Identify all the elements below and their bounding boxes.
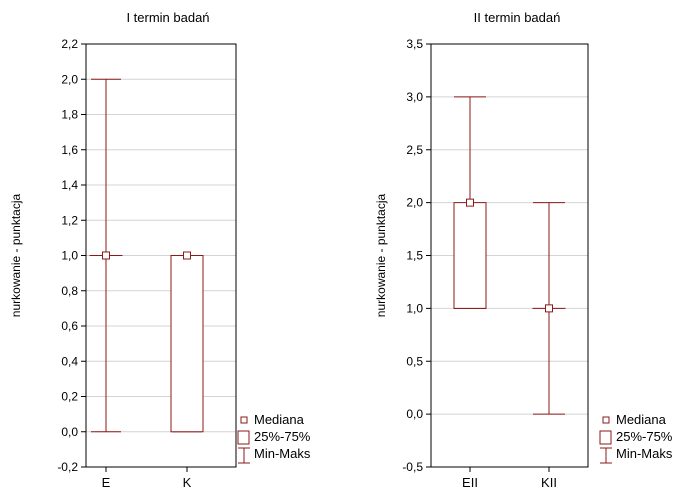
legend-median-symbol xyxy=(602,416,610,424)
y-tick-label: 0,4 xyxy=(61,354,78,368)
median-marker xyxy=(183,251,191,260)
y-tick-label: 0,0 xyxy=(406,407,423,421)
legend-box-label: 25%-75% xyxy=(254,429,311,444)
y-axis-label: nurkowanie - punktacja xyxy=(374,193,388,317)
legend-box-symbol xyxy=(237,430,250,445)
median-marker xyxy=(545,304,553,313)
legend-median-label: Mediana xyxy=(254,412,305,427)
y-tick-label: 1,0 xyxy=(61,249,78,263)
y-tick-label: 3,5 xyxy=(406,37,423,51)
y-tick-label: 0,0 xyxy=(61,425,78,439)
y-tick-label: 1,0 xyxy=(406,301,423,315)
x-tick-label: KII xyxy=(541,475,557,489)
y-tick-label: 1,6 xyxy=(61,143,78,157)
y-tick-label: 1,8 xyxy=(61,108,78,122)
legend: Mediana 25%-75% Min-Maks xyxy=(599,412,673,464)
y-tick-label: -0,2 xyxy=(57,460,78,474)
legend-box-label: 25%-75% xyxy=(616,429,673,444)
y-axis: -0,5 0,0 0,5 1,0 1,5 2,0 2,5 3,0 3,5 xyxy=(402,37,431,474)
y-tick-label: 2,5 xyxy=(406,143,423,157)
chart-title: II termin badań xyxy=(474,10,561,25)
y-axis: -0,2 0,0 0,2 0,4 0,6 0,8 1,0 1,2 1,4 1,6 1,8 2,0 2,2 xyxy=(57,37,86,474)
y-tick-label: 0,6 xyxy=(61,319,78,333)
x-tick-label: EII xyxy=(462,475,478,489)
legend-minmax-label: Min-Maks xyxy=(616,446,673,461)
y-tick-label: 2,0 xyxy=(406,196,423,210)
y-tick-label: 1,5 xyxy=(406,249,423,263)
box-E: E xyxy=(89,78,123,489)
iqr-box xyxy=(453,202,487,309)
iqr-box xyxy=(170,255,204,433)
x-tick-label: E xyxy=(102,475,111,489)
y-tick-label: 1,4 xyxy=(61,178,78,192)
x-tick-label: K xyxy=(183,475,192,489)
chart-title: I termin badań xyxy=(126,10,209,25)
y-axis-label: nurkowanie - punktacja xyxy=(9,193,23,317)
chart-panel-1: I termin badań -0,2 0,0 0,2 0,4 0,6 0,8 1,0 1,2 1… xyxy=(9,10,311,489)
box-EII: EII xyxy=(453,96,487,489)
y-tick-label: 0,2 xyxy=(61,390,78,404)
box-KII: KII xyxy=(532,202,566,489)
y-tick-label: 2,0 xyxy=(61,72,78,86)
legend-box-symbol xyxy=(599,430,612,445)
legend-median-label: Mediana xyxy=(616,412,667,427)
y-tick-label: 2,2 xyxy=(61,37,78,51)
y-tick-label: 1,2 xyxy=(61,213,78,227)
y-tick-label: 0,8 xyxy=(61,284,78,298)
legend: Mediana 25%-75% Min-Maks xyxy=(237,412,311,464)
y-tick-label: 0,5 xyxy=(406,354,423,368)
y-tick-label: -0,5 xyxy=(402,460,423,474)
median-marker xyxy=(466,198,474,207)
median-marker xyxy=(102,251,110,260)
legend-median-symbol xyxy=(240,416,248,424)
box-K: K xyxy=(170,251,204,489)
y-tick-label: 3,0 xyxy=(406,90,423,104)
chart-panel-2: II termin badań -0,5 0,0 0,5 1,0 1,5 2,0 2,5 3,0… xyxy=(374,10,673,489)
legend-minmax-label: Min-Maks xyxy=(254,446,311,461)
